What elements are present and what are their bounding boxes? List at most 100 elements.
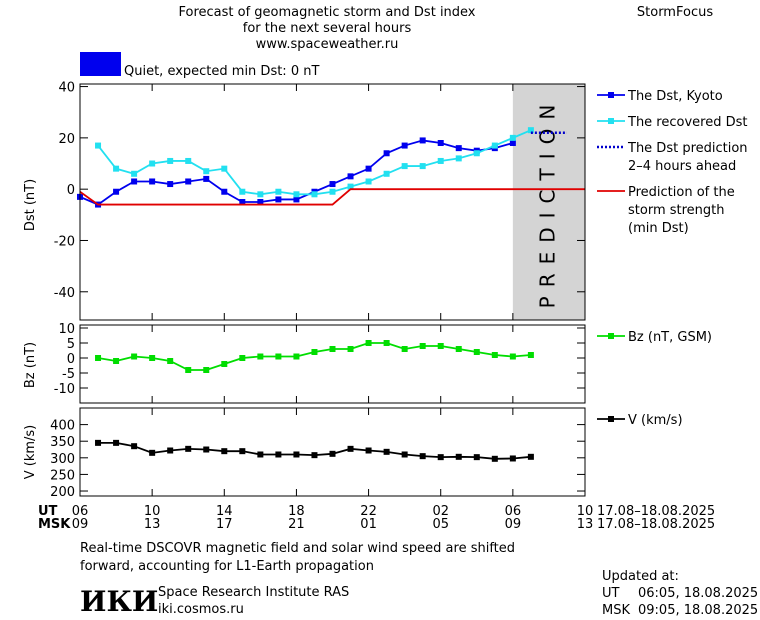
series-marker xyxy=(185,445,192,452)
plot-frame xyxy=(79,83,586,321)
series-marker xyxy=(113,358,120,364)
series-marker xyxy=(185,178,192,185)
series-marker xyxy=(527,352,534,358)
ut-tick-label: 22 xyxy=(360,504,377,519)
series-marker xyxy=(437,157,444,164)
series-marker xyxy=(329,188,336,195)
y-tick-label: 40 xyxy=(58,81,75,96)
series-marker xyxy=(401,346,408,352)
series-marker xyxy=(203,175,210,182)
y-tick-label: -10 xyxy=(54,382,75,397)
logo: ИКИ xyxy=(80,585,158,618)
ut-tick-label: 06 xyxy=(72,504,89,519)
series-marker xyxy=(401,451,408,458)
series-marker xyxy=(275,451,282,458)
series-marker xyxy=(311,349,318,355)
series-marker xyxy=(257,191,264,198)
y-axis-label: Bz (nT) xyxy=(23,342,38,388)
series-marker xyxy=(419,163,426,170)
prediction-label: PREDICTION xyxy=(535,96,559,309)
msk-tick-label: 13 xyxy=(144,517,161,532)
series-marker xyxy=(509,353,516,360)
series-marker xyxy=(455,155,462,162)
series-marker xyxy=(455,145,462,152)
msk-range: 17.08–18.08.2025 xyxy=(597,517,715,532)
legend-label: The Dst prediction 2–4 hours ahead xyxy=(627,141,748,174)
series-marker xyxy=(203,168,210,175)
legend-marker xyxy=(608,92,614,98)
series-marker xyxy=(527,453,534,460)
legend-marker xyxy=(608,118,614,124)
series-marker xyxy=(95,439,102,446)
series-marker xyxy=(473,349,480,355)
legend-label: The Dst, Kyoto xyxy=(627,89,723,104)
ut-tick-label: 06 xyxy=(505,504,522,519)
y-tick-label: 20 xyxy=(58,132,75,147)
series-marker xyxy=(275,196,282,203)
website: iki.cosmos.ru xyxy=(158,602,244,617)
ut-tick-label: 10 xyxy=(144,504,161,519)
series-marker xyxy=(455,453,462,460)
msk-tick-label: 09 xyxy=(505,517,522,532)
y-tick-label: -40 xyxy=(54,286,75,301)
series-marker xyxy=(347,445,354,452)
series-marker xyxy=(149,449,156,456)
legend-label: Bz (nT, GSM) xyxy=(628,330,712,345)
note-line: Real-time DSCOVR magnetic field and sola… xyxy=(80,541,515,556)
brand: StormFocus xyxy=(637,5,713,20)
msk-label: MSK xyxy=(38,517,71,532)
updated-msk-label: MSK xyxy=(602,603,630,618)
series-marker xyxy=(113,165,120,172)
msk-tick-label: 17 xyxy=(216,517,233,532)
status-swatch xyxy=(80,52,121,76)
series-marker xyxy=(131,170,138,177)
series-marker xyxy=(95,355,102,361)
y-axis-label: Dst (nT) xyxy=(23,179,38,231)
y-tick-label: 10 xyxy=(58,322,75,337)
y-tick-label: 0 xyxy=(67,183,75,198)
msk-tick-label: 21 xyxy=(288,517,305,532)
series-marker xyxy=(239,448,246,455)
series-marker xyxy=(383,448,390,455)
y-tick-label: 0 xyxy=(67,352,75,367)
y-tick-label: -5 xyxy=(62,367,75,382)
series-marker xyxy=(167,358,174,364)
series-marker xyxy=(437,454,444,461)
y-tick-label: 300 xyxy=(50,452,75,467)
series-marker xyxy=(167,157,174,164)
series-marker xyxy=(167,447,174,454)
series-marker xyxy=(311,452,318,459)
msk-tick-label: 13 xyxy=(577,517,594,532)
series-marker xyxy=(203,446,210,453)
series-marker xyxy=(347,173,354,180)
msk-tick-label: 01 xyxy=(360,517,377,532)
series-marker xyxy=(329,346,336,352)
series-marker xyxy=(131,353,138,360)
series-marker xyxy=(113,188,120,195)
series-marker xyxy=(221,188,228,195)
series-marker xyxy=(419,343,426,349)
series-marker xyxy=(293,353,300,360)
plot-frame xyxy=(79,407,586,497)
y-axis-label: V (km/s) xyxy=(23,425,38,480)
series-marker xyxy=(95,142,102,149)
series-marker xyxy=(293,196,300,203)
legend-label: Prediction of the storm strength (min Dst) xyxy=(628,185,735,236)
ut-tick-label: 14 xyxy=(216,504,233,519)
series-marker xyxy=(473,454,480,461)
series-marker xyxy=(491,142,498,149)
series-marker xyxy=(401,142,408,149)
series-marker xyxy=(149,160,156,167)
series-marker xyxy=(383,150,390,157)
series-marker xyxy=(221,165,228,172)
series-marker xyxy=(203,367,210,373)
series-marker xyxy=(239,188,246,195)
title-line: for the next several hours xyxy=(243,21,412,36)
y-tick-label: 250 xyxy=(50,468,75,483)
series-line xyxy=(97,342,531,371)
y-tick-label: 400 xyxy=(50,419,75,434)
series-marker xyxy=(257,451,264,458)
series-marker xyxy=(365,447,372,454)
series-line xyxy=(79,188,585,206)
